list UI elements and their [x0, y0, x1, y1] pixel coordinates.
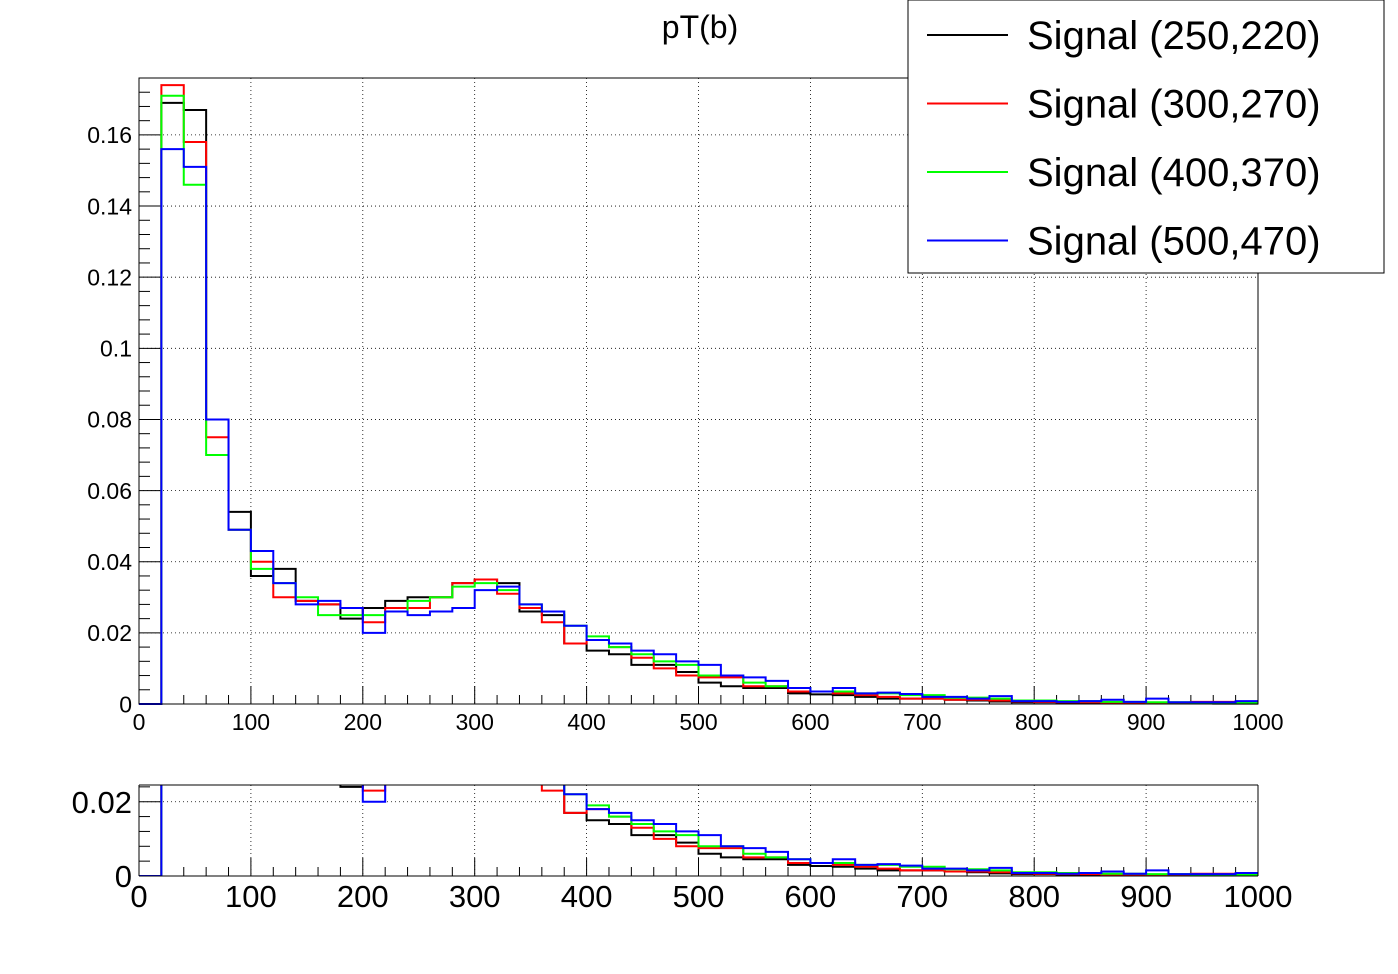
lower-x-tick-label: 800 — [1008, 879, 1060, 914]
main-y-tick-label: 0.1 — [100, 336, 132, 362]
main-x-tick-label: 600 — [791, 709, 829, 735]
main-x-tick-label: 900 — [1127, 709, 1165, 735]
main-x-tick-label: 1000 — [1232, 709, 1283, 735]
legend-box — [907, 0, 1385, 274]
lower-x-tick-label: 900 — [1120, 879, 1172, 914]
lower-panel: 0 100 200 300 400 500 600 700 800 900 1000 0 0.02 — [72, 784, 1293, 914]
legend: Signal (250,220) Signal (300,270) Signal (… — [907, 0, 1385, 274]
lower-x-tick-label: 400 — [561, 879, 613, 914]
main-x-tick-label: 200 — [344, 709, 382, 735]
chart-title: pT(b) — [662, 9, 738, 45]
main-x-tick-label: 300 — [456, 709, 494, 735]
lower-labels: 0 100 200 300 400 500 600 700 800 900 1000 0 0.02 — [72, 785, 1293, 914]
main-x-tick-label: 700 — [903, 709, 941, 735]
legend-label-1: Signal (300,270) — [1027, 83, 1321, 127]
lower-x-tick-label: 500 — [673, 879, 725, 914]
lower-x-tick-label: 1000 — [1224, 879, 1293, 914]
main-x-tick-label: 400 — [567, 709, 605, 735]
main-x-tick-label: 100 — [232, 709, 270, 735]
main-series — [139, 84, 1258, 705]
lower-y-tick-label: 0 — [115, 859, 132, 894]
main-y-tick-label: 0.06 — [87, 478, 132, 504]
lower-x-tick-label: 0 — [130, 879, 147, 914]
main-series-3 — [139, 148, 1258, 705]
lower-y-tick-label: 0.02 — [72, 785, 132, 820]
lower-x-tick-label: 700 — [896, 879, 948, 914]
main-y-tick-label: 0 — [119, 691, 132, 717]
main-frame — [138, 77, 1259, 705]
legend-label-3: Signal (500,470) — [1027, 220, 1321, 264]
main-y-tick-label: 0.08 — [87, 407, 132, 433]
lower-grid — [139, 785, 1258, 876]
main-y-tick-label: 0.16 — [87, 122, 132, 148]
main-y-tick-label: 0.02 — [87, 620, 132, 646]
main-y-tick-label: 0.04 — [87, 549, 132, 575]
legend-entries: Signal (250,220) Signal (300,270) Signal (… — [927, 14, 1321, 264]
lower-x-tick-label: 200 — [337, 879, 389, 914]
lower-x-tick-label: 600 — [785, 879, 837, 914]
main-y-tick-label: 0.14 — [87, 193, 132, 219]
legend-label-0: Signal (250,220) — [1027, 14, 1321, 58]
main-x-tick-label: 800 — [1015, 709, 1053, 735]
lower-x-tick-label: 300 — [449, 879, 501, 914]
lower-x-tick-label: 100 — [225, 879, 277, 914]
main-y-tick-label: 0.12 — [87, 264, 132, 290]
main-x-tick-label: 500 — [679, 709, 717, 735]
lower-series-3 — [139, 785, 1258, 876]
legend-label-2: Signal (400,370) — [1027, 151, 1321, 195]
main-x-tick-label: 0 — [133, 709, 146, 735]
lower-series — [139, 785, 1258, 876]
main-labels: 0 100 200 300 400 500 600 700 800 900 1000 0 0.02 0.0… — [87, 122, 1283, 735]
